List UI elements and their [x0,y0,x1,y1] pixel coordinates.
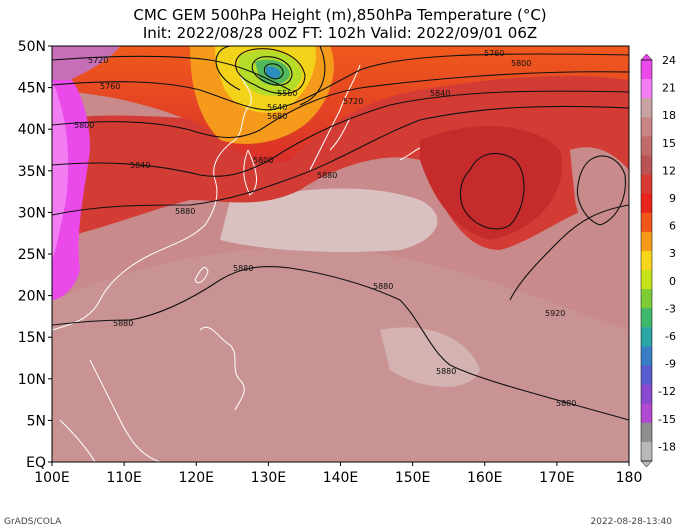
colorbar-band [641,308,652,328]
coastlines [52,64,421,462]
contour-label: 5880 [556,399,576,408]
colorbar-tick-label: -9 [665,358,676,371]
latitude-tick-label: 45N [18,81,46,97]
colorbar-band [641,250,652,271]
contour-label: 5640 [267,103,287,112]
colorbar-band [641,117,652,137]
colorbar-tick-label: -18 [658,440,676,453]
latitude-tick-label: 25N [18,247,46,263]
height-contours [52,46,629,421]
contour-label: 5840 [130,161,150,170]
colorbar-max-arrow [640,53,653,61]
colorbar-band [641,289,652,309]
longitude-tick-label: 140E [323,470,359,486]
colorbar-tick-label: 18 [662,109,676,122]
longitude-tick-label: 120E [178,470,214,486]
colorbar-band [641,403,652,424]
longitude-tick-label: 130E [251,470,287,486]
colorbar-tick-label: -15 [658,413,676,426]
colorbar-tick-label: 0 [669,275,676,288]
colorbar-band [641,212,652,233]
colorbar-band [641,136,652,156]
longitude-tick-label: 110E [106,470,142,486]
longitude-axis: 100E 110E 120E 130E 140E 150E 160E 170E 180 [34,462,642,486]
colorbar-tick-label: 21 [662,82,676,95]
colorbar-min-arrow [640,460,653,468]
colorbar-tick-label: 6 [669,220,676,233]
colorbar-tick-label: 3 [669,247,676,260]
colorbar-band [641,98,652,118]
colorbar-band [641,365,652,386]
contour-label: 5760 [484,49,504,58]
contour-label: 5880 [233,264,253,273]
colorbar-band [641,79,652,99]
latitude-tick-label: 15N [18,330,46,346]
map-title: CMC GEM 500hPa Height (m),850hPa Tempera… [133,6,547,24]
latitude-tick-label: EQ [26,455,46,471]
latitude-tick-label: 35N [18,164,46,180]
latitude-tick-label: 30N [18,205,46,221]
colorbar-band [641,270,652,290]
latitude-tick-label: 50N [18,39,46,55]
contour-label: 5880 [373,282,393,291]
contour-label: 5880 [436,367,456,376]
latitude-tick-label: 20N [18,289,46,305]
longitude-tick-label: 180 [616,470,643,486]
contour-label: 5920 [545,309,565,318]
contour-labels: 5720 5760 5800 5840 5880 5560 5640 5680 … [74,49,576,408]
colorbar-labels: 24 21 18 15 12 9 6 3 0 -3 -6 -9 -12 -15 -18 [658,54,676,453]
credit-text: GrADS/COLA [4,517,62,527]
contour-label: 5560 [277,89,297,98]
longitude-tick-label: 170E [539,470,575,486]
contour-label: 5880 [175,207,195,216]
colorbar-tick-label: 9 [669,192,676,205]
colorbar-tick-label: -3 [665,302,676,315]
timestamp-text: 2022-08-28-13:40 [590,517,673,527]
contour-label: 5880 [113,319,133,328]
colorbar-band [641,346,652,367]
contour-label: 5680 [267,112,287,121]
contour-label: 5800 [511,59,531,68]
longitude-tick-label: 160E [467,470,503,486]
colorbar-band [641,231,652,252]
latitude-tick-label: 5N [27,413,46,429]
colorbar-band [641,384,652,405]
latitude-tick-label: 40N [18,122,46,138]
contour-label: 5720 [88,56,108,65]
colorbar-band [641,193,652,214]
latitude-tick-label: 10N [18,372,46,388]
contour-label: 5720 [343,97,363,106]
contour-label: 5800 [253,156,273,165]
colorbar-band [641,441,652,462]
contour-label: 5840 [430,89,450,98]
contour-label: 5760 [100,82,120,91]
colorbar-tick-label: 12 [662,164,676,177]
longitude-tick-label: 100E [34,470,70,486]
colorbar-tick-label: 15 [662,137,676,150]
longitude-tick-label: 150E [395,470,431,486]
map-subtitle: Init: 2022/08/28 00Z FT: 102h Valid: 202… [142,24,538,42]
contour-label: 5880 [317,171,337,180]
colorbar [640,53,653,468]
colorbar-tick-label: -6 [665,330,676,343]
colorbar-band [641,155,652,176]
colorbar-band [641,174,652,195]
latitude-axis: EQ 5N 10N 15N 20N 25N 30N 35N 40N 45N 50N [18,39,52,471]
colorbar-tick-label: -12 [658,385,676,398]
colorbar-band [641,327,652,347]
colorbar-tick-label: 24 [662,54,676,67]
contour-label: 5800 [74,121,94,130]
colorbar-band [641,60,652,80]
colorbar-band [641,422,652,443]
colorbar-frame [640,59,653,462]
